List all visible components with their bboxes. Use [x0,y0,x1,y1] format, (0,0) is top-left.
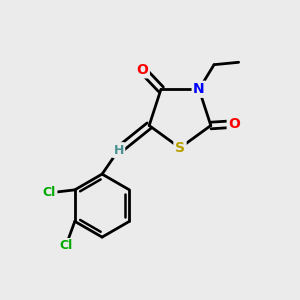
Text: O: O [228,117,240,131]
Text: N: N [193,82,205,96]
Text: Cl: Cl [43,186,56,200]
Text: Cl: Cl [59,239,72,253]
Text: H: H [113,144,124,157]
Text: O: O [136,63,148,77]
Text: S: S [175,141,185,155]
